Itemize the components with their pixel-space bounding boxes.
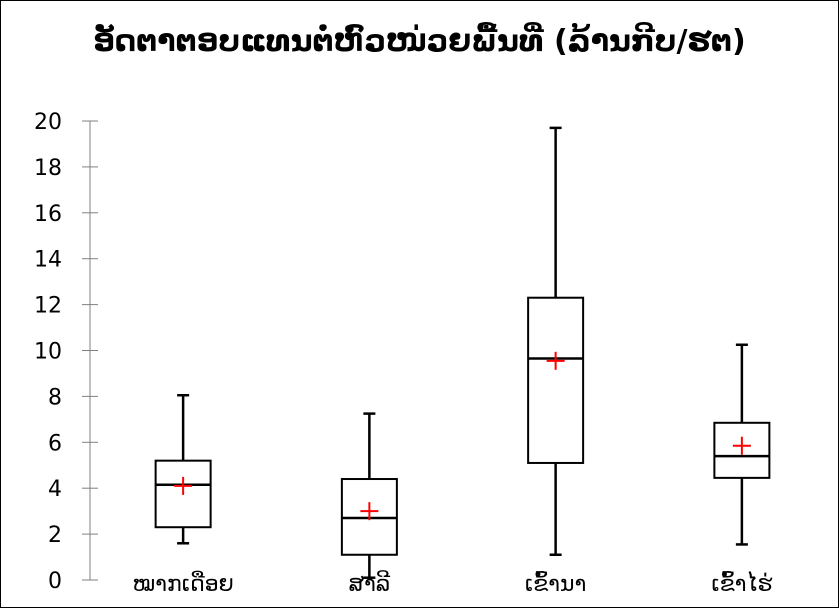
category-label: ໝາກເດືອຍ xyxy=(132,571,233,597)
mean-marker xyxy=(546,351,565,370)
y-tick-label: 6 xyxy=(48,431,62,456)
y-tick-label: 12 xyxy=(34,294,62,319)
iqr-box xyxy=(527,296,585,464)
category-label: ສາລີ xyxy=(349,571,391,597)
y-tick-label: 2 xyxy=(48,523,62,548)
y-tick-label: 8 xyxy=(48,385,62,410)
mean-marker xyxy=(174,476,193,495)
y-tick-label: 10 xyxy=(34,340,62,365)
y-tick-label: 20 xyxy=(34,110,62,135)
y-tick-label: 0 xyxy=(48,569,62,594)
mean-marker xyxy=(732,436,751,455)
y-tick-label: 14 xyxy=(34,248,62,273)
chart-title: ອັດຕາຕອບແທນຕໍ່ຫົວໜ່ວຍພື້ນທີ່ (ລ້ານກີບ/ຮຕ… xyxy=(93,24,746,59)
y-tick-label: 4 xyxy=(48,477,62,502)
category-label: ເຂົ້າໄຮ່ xyxy=(711,571,773,597)
category-label: ເຂົ້ານາ xyxy=(525,572,587,597)
mean-marker xyxy=(360,502,379,521)
y-tick-label: 16 xyxy=(34,202,62,227)
y-tick-label: 18 xyxy=(34,156,62,181)
